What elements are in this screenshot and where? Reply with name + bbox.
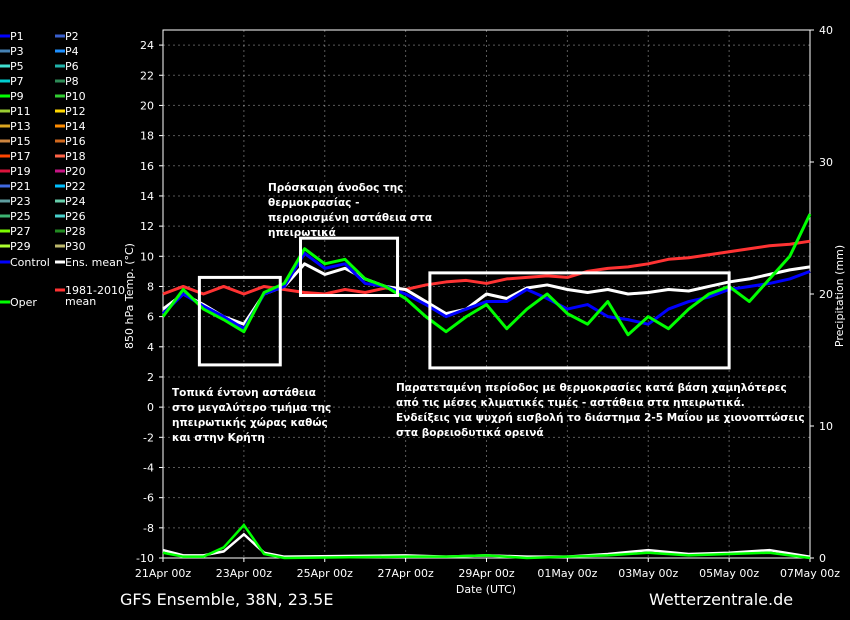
legend-label: P3 [10,45,24,58]
legend-label: P1 [10,30,24,43]
legend-label: P28 [65,225,86,238]
y-tick-label: -2 [143,431,154,444]
y-tick-label: 14 [140,190,154,203]
legend-label: P4 [65,45,79,58]
legend-label: P5 [10,60,24,73]
x-tick-label: 21Apr 00z [135,567,192,580]
y-axis-label: 850 hPa Temp. (°C) [123,243,136,349]
y-tick-label: 4 [147,341,154,354]
x-tick-label: 27Apr 00z [377,567,434,580]
legend-label: P29 [10,240,31,253]
legend-label: P25 [10,210,31,223]
annotation-0-line: ηπειρωτικά [268,227,336,239]
series-line-0 [162,239,811,296]
legend-label: P2 [65,30,79,43]
highlight-box-2 [428,271,731,370]
series-line-3 [161,213,812,337]
legend-label: P27 [10,225,31,238]
legend-label: P23 [10,195,31,208]
highlight-box-0 [197,275,282,367]
legend-label: Ens. mean [65,256,123,269]
legend-label: P20 [65,165,86,178]
y-tick-label: -8 [143,522,154,535]
legend-label: P30 [65,240,86,253]
legend: P1 P2 P3 P4 P5 P6 P7 P8 P9 P10 P11 P12 P13 P14 P15 P16 P… [0,30,125,309]
annotation-0-line: θερμοκρασίας - [268,197,359,209]
legend-label: mean [65,295,96,308]
legend-label: P10 [65,90,86,103]
footer-source: GFS Ensemble, 38N, 23.5E [120,590,334,609]
x-tick-label: 01May 00z [537,567,597,580]
x-axis-label: Date (UTC) [456,583,516,596]
x-tick-label: 29Apr 00z [458,567,515,580]
legend-label: P24 [65,195,86,208]
x-tick-label: 07May 00z [780,567,840,580]
y-tick-label: 10 [140,250,154,263]
footer-site-link[interactable]: Wetterzentrale.de [649,590,794,609]
chart-title: Athens (GR) 850 hPa Temp. & Precipitatio… [164,3,706,22]
y-tick-label: 24 [140,39,154,52]
legend-label: P19 [10,165,31,178]
legend-label: P13 [10,120,31,133]
x-tick-label: 25Apr 00z [297,567,354,580]
legend-label: P12 [65,105,86,118]
annotation-2-line: Ενδείξεις για ψυχρή εισβολή το διάστημα … [396,410,805,424]
y2-axis-label: Precipitation (mm) [833,245,846,347]
x-tick-label: 05May 00z [699,567,759,580]
y-tick-label: -6 [143,492,154,505]
legend-label: P18 [65,150,86,163]
legend-label: P11 [10,105,31,118]
y2-tick-label: 0 [819,552,826,565]
legend-label: P7 [10,75,24,88]
legend-label: P14 [65,120,86,133]
legend-label: 1981-2010 [65,284,125,297]
legend-label: P8 [65,75,79,88]
annotation-2-line: από τις μέσες κλιματικές τιμές - αστάθει… [396,397,745,409]
legend-label: P22 [65,180,86,193]
y-tick-label: -10 [136,552,154,565]
legend-label: P21 [10,180,31,193]
legend-label: P6 [65,60,79,73]
legend-label: P17 [10,150,31,163]
x-tick-label: 03May 00z [618,567,678,580]
y-tick-label: 20 [140,99,154,112]
y-tick-label: 6 [147,311,154,324]
annotation-1-line: ηπειρωτικής χώρας καθώς [172,417,328,429]
y2-tick-label: 10 [819,420,833,433]
legend-label: P26 [65,210,86,223]
legend-label: P16 [65,135,86,148]
y-tick-label: 8 [147,280,154,293]
y-tick-label: -4 [143,461,154,474]
annotation-0-line: περιορισμένη αστάθεια στα [268,212,432,224]
y-tick-label: 0 [147,401,154,414]
y-tick-label: 22 [140,69,154,82]
y2-tick-label: 40 [819,24,833,37]
y-tick-label: 18 [140,130,154,143]
legend-label: P9 [10,90,24,103]
highlight-box-1 [298,236,400,298]
annotation-1-line: στο μεγαλύτερο τμήμα της [172,402,331,414]
annotation-1-line: Τοπικά έντονη αστάθεια [172,387,316,399]
annotation-0-line: Πρόσκαιρη άνοδος της [268,182,403,194]
legend-label: P15 [10,135,31,148]
y2-tick-label: 30 [819,156,833,169]
legend-label: Oper [10,296,37,309]
precip-line-1 [162,522,811,560]
legend-label: Control [10,256,50,269]
y2-tick-label: 20 [819,288,833,301]
y-tick-label: 2 [147,371,154,384]
x-tick-label: 23Apr 00z [216,567,273,580]
annotation-2-line: στα βορειοδυτικά ορεινά [396,427,544,439]
y-tick-label: 16 [140,160,154,173]
y-tick-label: 12 [140,220,154,233]
annotation-1-line: και στην Κρήτη [172,432,265,444]
annotation-2-line: Παρατεταμένη περίοδος με θερμοκρασίες κα… [396,382,787,394]
